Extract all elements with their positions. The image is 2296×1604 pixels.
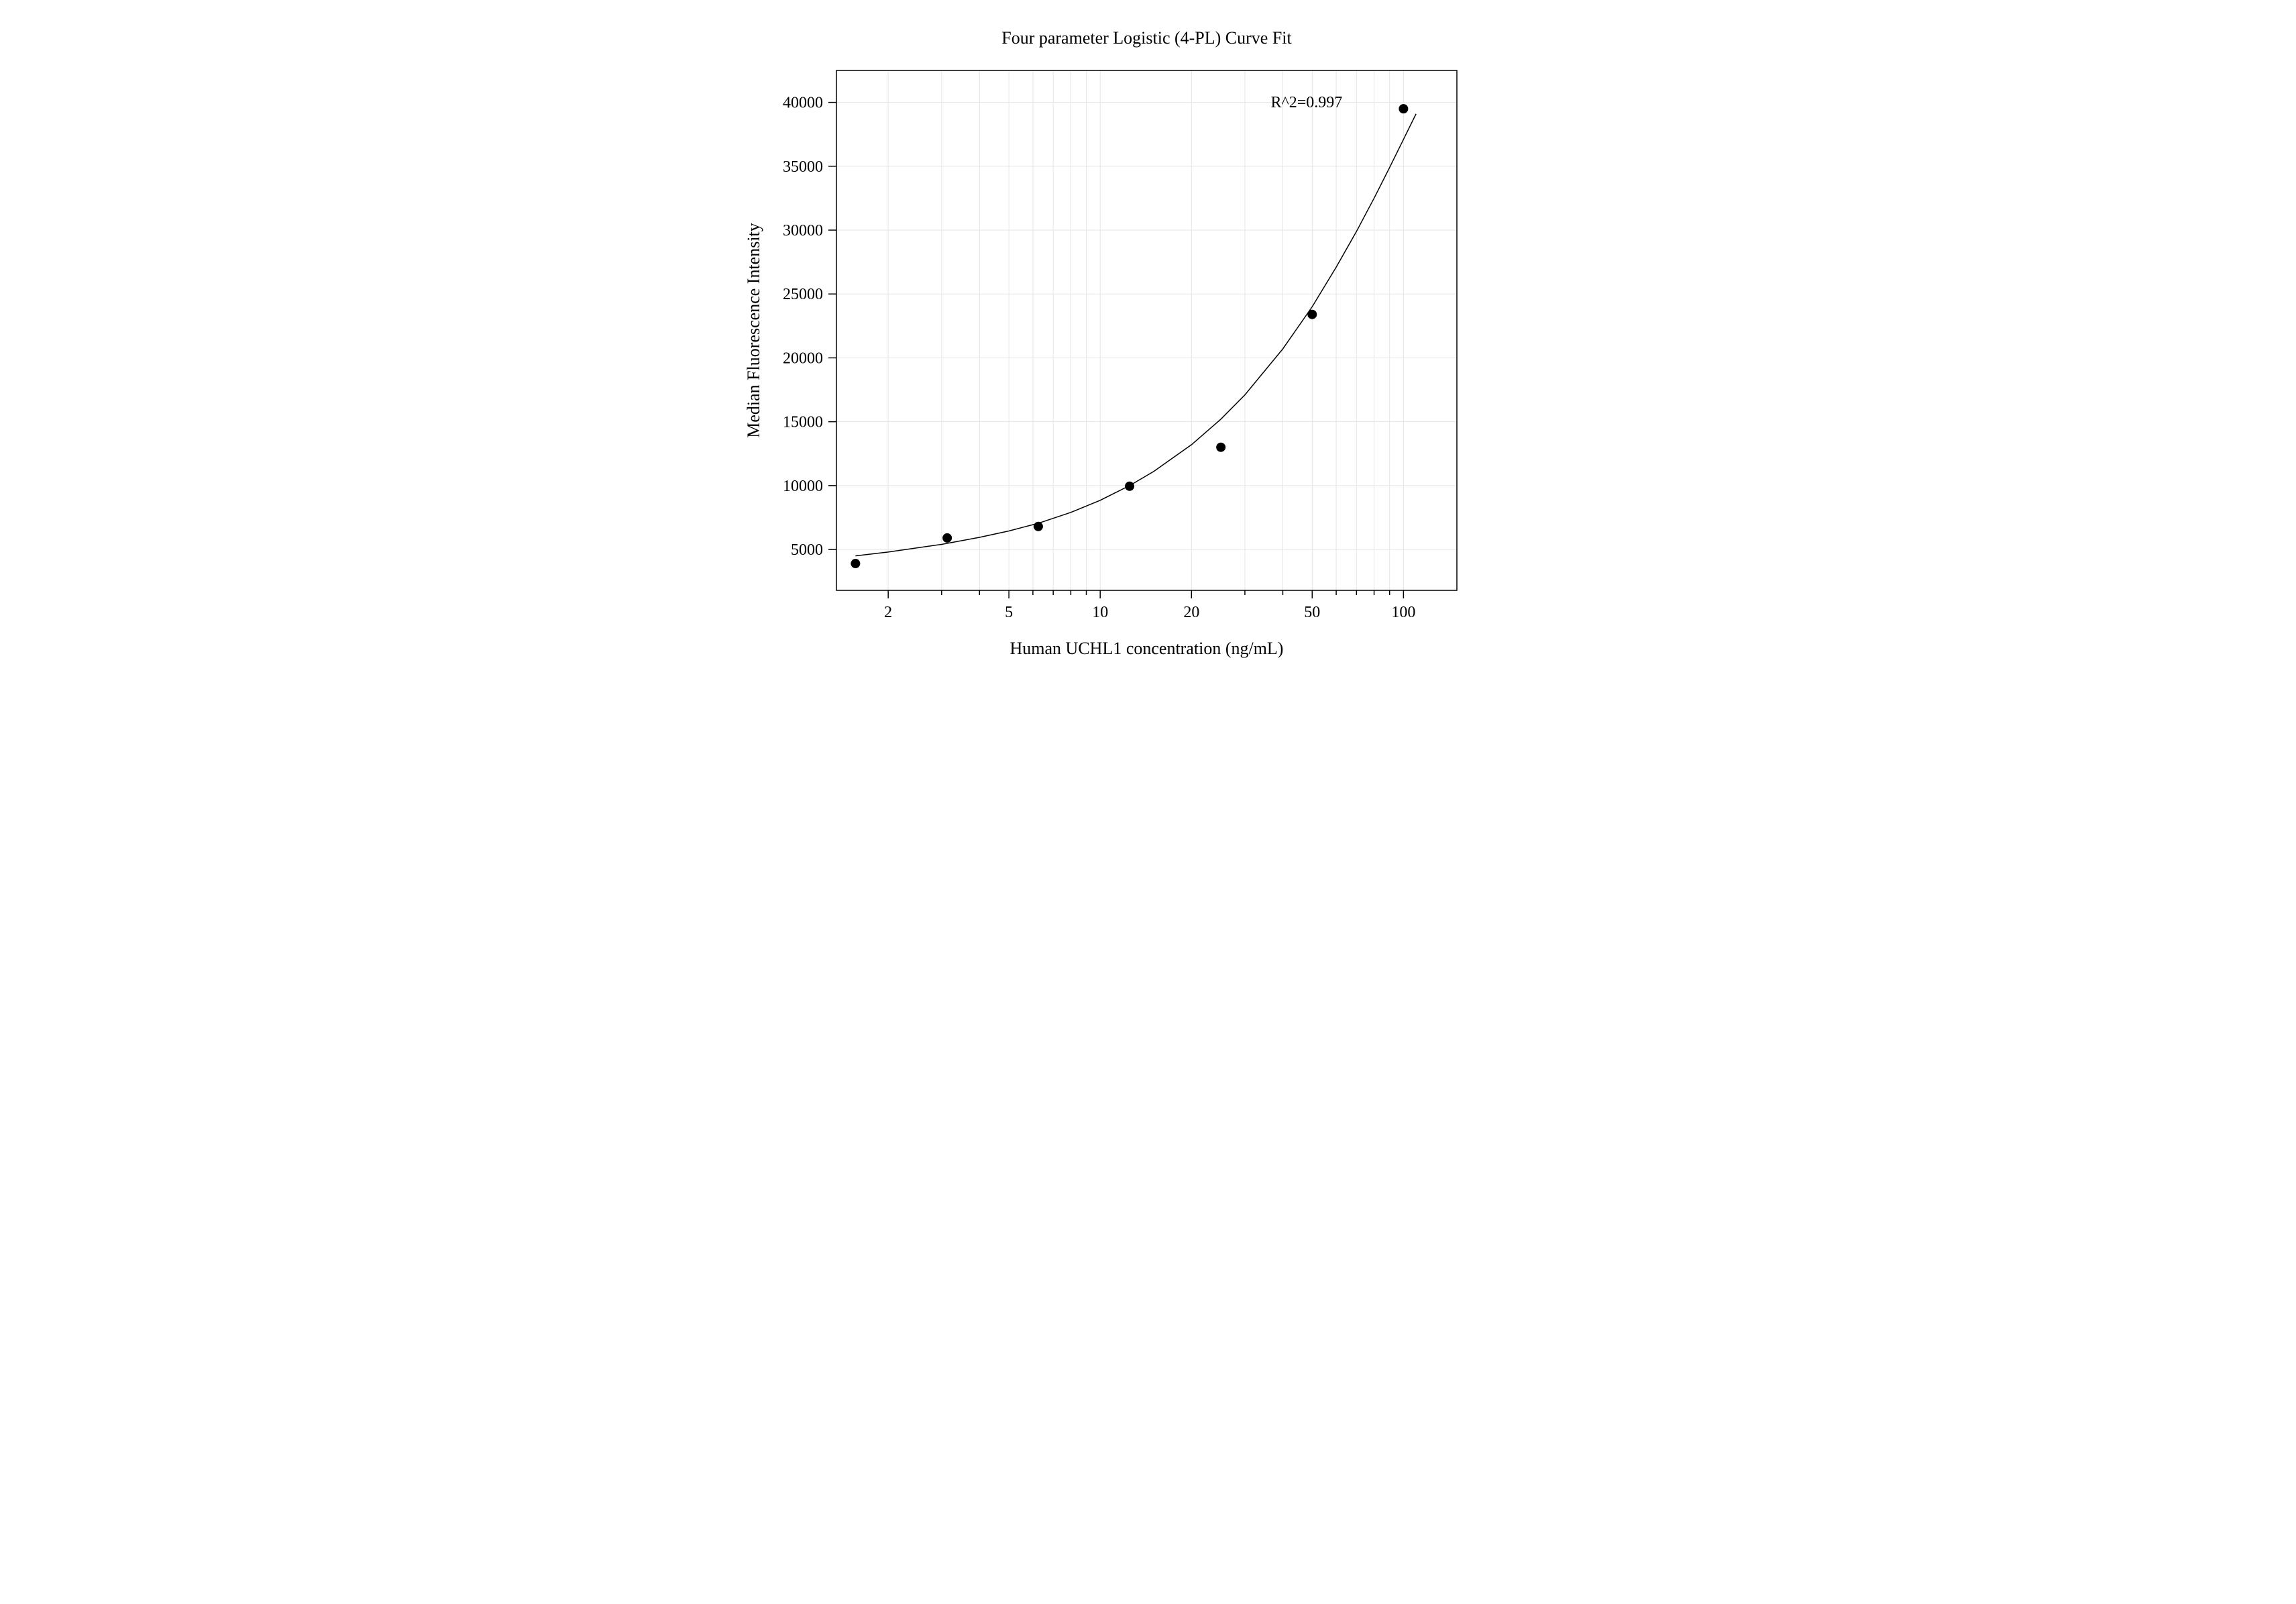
y-tick-label: 40000 — [783, 95, 823, 112]
y-tick-label: 20000 — [783, 350, 823, 367]
r-squared-annotation: R^2=0.997 — [1270, 94, 1342, 111]
chart-svg: 2 5 10 20 50 100 5000 10000 15000 20000 25000 30000… — [639, 0, 1658, 712]
x-tick-label: 5 — [1005, 604, 1013, 621]
data-point — [1033, 522, 1042, 531]
data-point — [1399, 104, 1408, 113]
x-tick-label: 2 — [884, 604, 892, 621]
y-axis-label: Median Fluorescence Intensity — [744, 223, 763, 438]
data-point — [942, 533, 952, 543]
y-tick-label: 30000 — [783, 222, 823, 239]
x-tick-label: 20 — [1183, 604, 1199, 621]
data-point — [1216, 443, 1225, 452]
x-tick-label: 10 — [1092, 604, 1108, 621]
y-tick-label: 25000 — [783, 286, 823, 303]
y-tick-label: 5000 — [791, 541, 823, 559]
y-tick-label: 15000 — [783, 414, 823, 431]
x-tick-label: 50 — [1304, 604, 1320, 621]
chart-title: Four parameter Logistic (4-PL) Curve Fit — [1001, 28, 1292, 48]
data-point — [1307, 310, 1317, 319]
data-point — [1125, 482, 1134, 491]
x-tick-label: 100 — [1391, 604, 1415, 621]
y-tick-label: 35000 — [783, 158, 823, 176]
y-tick-label: 10000 — [783, 478, 823, 495]
data-point — [851, 559, 860, 568]
x-axis-label: Human UCHL1 concentration (ng/mL) — [1009, 639, 1283, 658]
chart-container: 2 5 10 20 50 100 5000 10000 15000 20000 25000 30000… — [639, 0, 1658, 712]
